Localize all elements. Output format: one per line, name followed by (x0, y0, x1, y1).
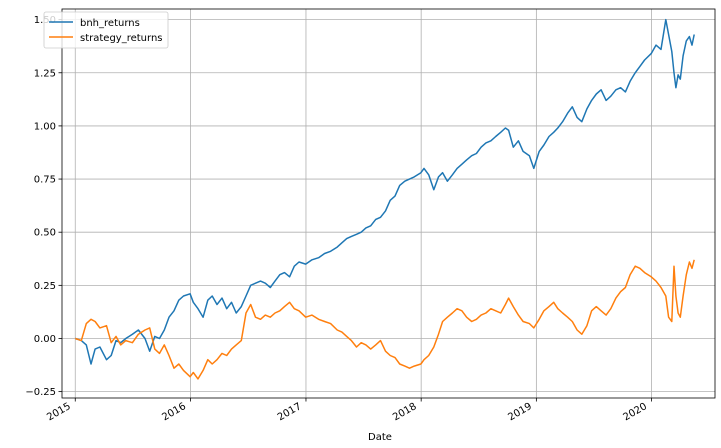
y-tick-label: 0.50 (34, 228, 56, 239)
y-tick-label: −0.25 (25, 387, 56, 398)
legend: bnh_returns strategy_returns (43, 11, 169, 49)
x-tick-label: 2019 (506, 401, 534, 423)
legend-label-strategy-returns: strategy_returns (80, 33, 163, 44)
x-axis-title: Date (368, 432, 392, 443)
x-tick-label: 2018 (391, 401, 419, 423)
x-tick-label: 2015 (45, 401, 73, 423)
x-tick-label: 2016 (160, 401, 188, 423)
y-axis: −0.250.000.250.500.751.001.251.50 (25, 15, 62, 398)
series-lines (75, 18, 695, 380)
plot-frame (61, 8, 716, 399)
y-tick-label: 1.25 (34, 68, 56, 79)
series-line-strategy-returns (75, 259, 695, 380)
x-axis: 2015 2016 2017 2018 2019 2020 (45, 398, 652, 423)
y-tick-label: 0.75 (34, 175, 56, 186)
x-tick-label: 2020 (622, 401, 650, 423)
y-tick-label: 1.00 (34, 121, 56, 132)
x-tick-label: 2017 (276, 401, 304, 423)
grid-lines (62, 9, 715, 398)
legend-label-bnh-returns: bnh_returns (80, 18, 140, 29)
y-tick-label: 0.00 (34, 334, 56, 345)
series-line-bnh-returns (75, 18, 695, 365)
y-tick-label: 0.25 (34, 281, 56, 292)
legend-box (43, 11, 169, 49)
